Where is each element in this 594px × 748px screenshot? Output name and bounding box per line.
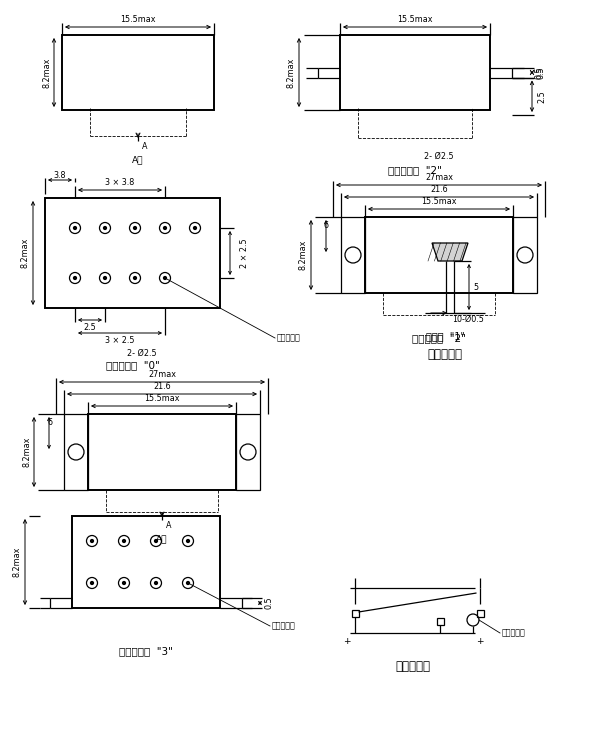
Text: 后激励线圈: 后激励线圈 xyxy=(502,628,526,637)
Bar xyxy=(352,610,359,617)
Circle shape xyxy=(134,227,137,230)
Text: +: + xyxy=(476,637,484,646)
Text: 6: 6 xyxy=(47,417,52,426)
Text: 5: 5 xyxy=(473,283,478,292)
Text: 3 × 3.8: 3 × 3.8 xyxy=(105,178,135,187)
Text: 0.5: 0.5 xyxy=(537,66,546,79)
Text: 8.2max: 8.2max xyxy=(21,238,30,269)
Text: +: + xyxy=(343,637,350,646)
Text: A: A xyxy=(166,521,172,530)
Circle shape xyxy=(187,539,189,542)
Bar xyxy=(62,35,214,110)
Text: 安装方式：  "0": 安装方式： "0" xyxy=(106,360,159,370)
Text: 2- Ø2.5: 2- Ø2.5 xyxy=(424,152,454,161)
Polygon shape xyxy=(432,243,468,261)
Text: 10-Ø0.5: 10-Ø0.5 xyxy=(452,315,484,324)
Circle shape xyxy=(103,227,106,230)
Text: 6: 6 xyxy=(324,221,329,230)
Circle shape xyxy=(134,277,137,280)
Bar xyxy=(340,35,490,110)
Text: 0.5: 0.5 xyxy=(264,597,273,610)
Text: 15.5max: 15.5max xyxy=(421,197,457,206)
Circle shape xyxy=(122,539,125,542)
Bar xyxy=(437,618,444,625)
Bar xyxy=(88,414,236,490)
Text: 8.2max: 8.2max xyxy=(287,58,296,88)
Text: 2- Ø2.5: 2- Ø2.5 xyxy=(127,349,157,358)
Bar xyxy=(476,610,484,617)
Bar xyxy=(341,217,365,293)
Circle shape xyxy=(194,227,197,230)
Text: 安装方式：  "2": 安装方式： "2" xyxy=(388,165,442,175)
Text: 安装方式：  "2": 安装方式： "2" xyxy=(412,333,466,343)
Text: 15.5max: 15.5max xyxy=(120,15,156,24)
Text: 21.6: 21.6 xyxy=(153,382,171,391)
Text: 2.5: 2.5 xyxy=(537,90,546,102)
Text: 着色绝缘子: 着色绝缘子 xyxy=(277,334,301,343)
Text: 8.2max: 8.2max xyxy=(42,58,51,88)
Text: 着色绝缘子: 着色绝缘子 xyxy=(272,622,296,631)
Text: 27max: 27max xyxy=(148,370,176,379)
Bar xyxy=(236,414,260,490)
Circle shape xyxy=(122,581,125,584)
Circle shape xyxy=(163,227,166,230)
Text: 15.5max: 15.5max xyxy=(397,15,433,24)
Text: 3 × 2.5: 3 × 2.5 xyxy=(105,336,135,345)
Bar xyxy=(64,414,88,490)
Circle shape xyxy=(90,539,93,542)
Circle shape xyxy=(187,581,189,584)
Text: A向: A向 xyxy=(156,534,168,543)
Text: 21.6: 21.6 xyxy=(430,185,448,194)
Bar xyxy=(513,217,537,293)
Text: A: A xyxy=(142,142,147,151)
Circle shape xyxy=(74,277,77,280)
Text: 15.5max: 15.5max xyxy=(144,394,180,403)
Circle shape xyxy=(163,277,166,280)
Text: 0.5: 0.5 xyxy=(535,66,544,79)
Circle shape xyxy=(90,581,93,584)
Text: 安装方式：  "3": 安装方式： "3" xyxy=(119,646,173,656)
Bar xyxy=(45,198,220,308)
Text: A向: A向 xyxy=(132,155,144,164)
Text: 27max: 27max xyxy=(425,173,453,182)
Text: 8.2max: 8.2max xyxy=(22,437,31,468)
Text: 8.2max: 8.2max xyxy=(299,240,308,270)
Text: 2 × 2.5: 2 × 2.5 xyxy=(240,238,249,268)
Text: 8.2max: 8.2max xyxy=(13,547,22,577)
Circle shape xyxy=(74,227,77,230)
Circle shape xyxy=(103,277,106,280)
Bar xyxy=(365,217,513,293)
Text: 2.5: 2.5 xyxy=(84,323,96,332)
Text: 3.8: 3.8 xyxy=(53,171,67,180)
Text: 引出端型式: 引出端型式 xyxy=(428,348,463,361)
Circle shape xyxy=(154,539,157,542)
Text: 底视电路图: 底视电路图 xyxy=(395,660,430,673)
Circle shape xyxy=(154,581,157,584)
Bar xyxy=(72,516,220,608)
Text: 插针式  "1": 插针式 "1" xyxy=(425,331,465,341)
